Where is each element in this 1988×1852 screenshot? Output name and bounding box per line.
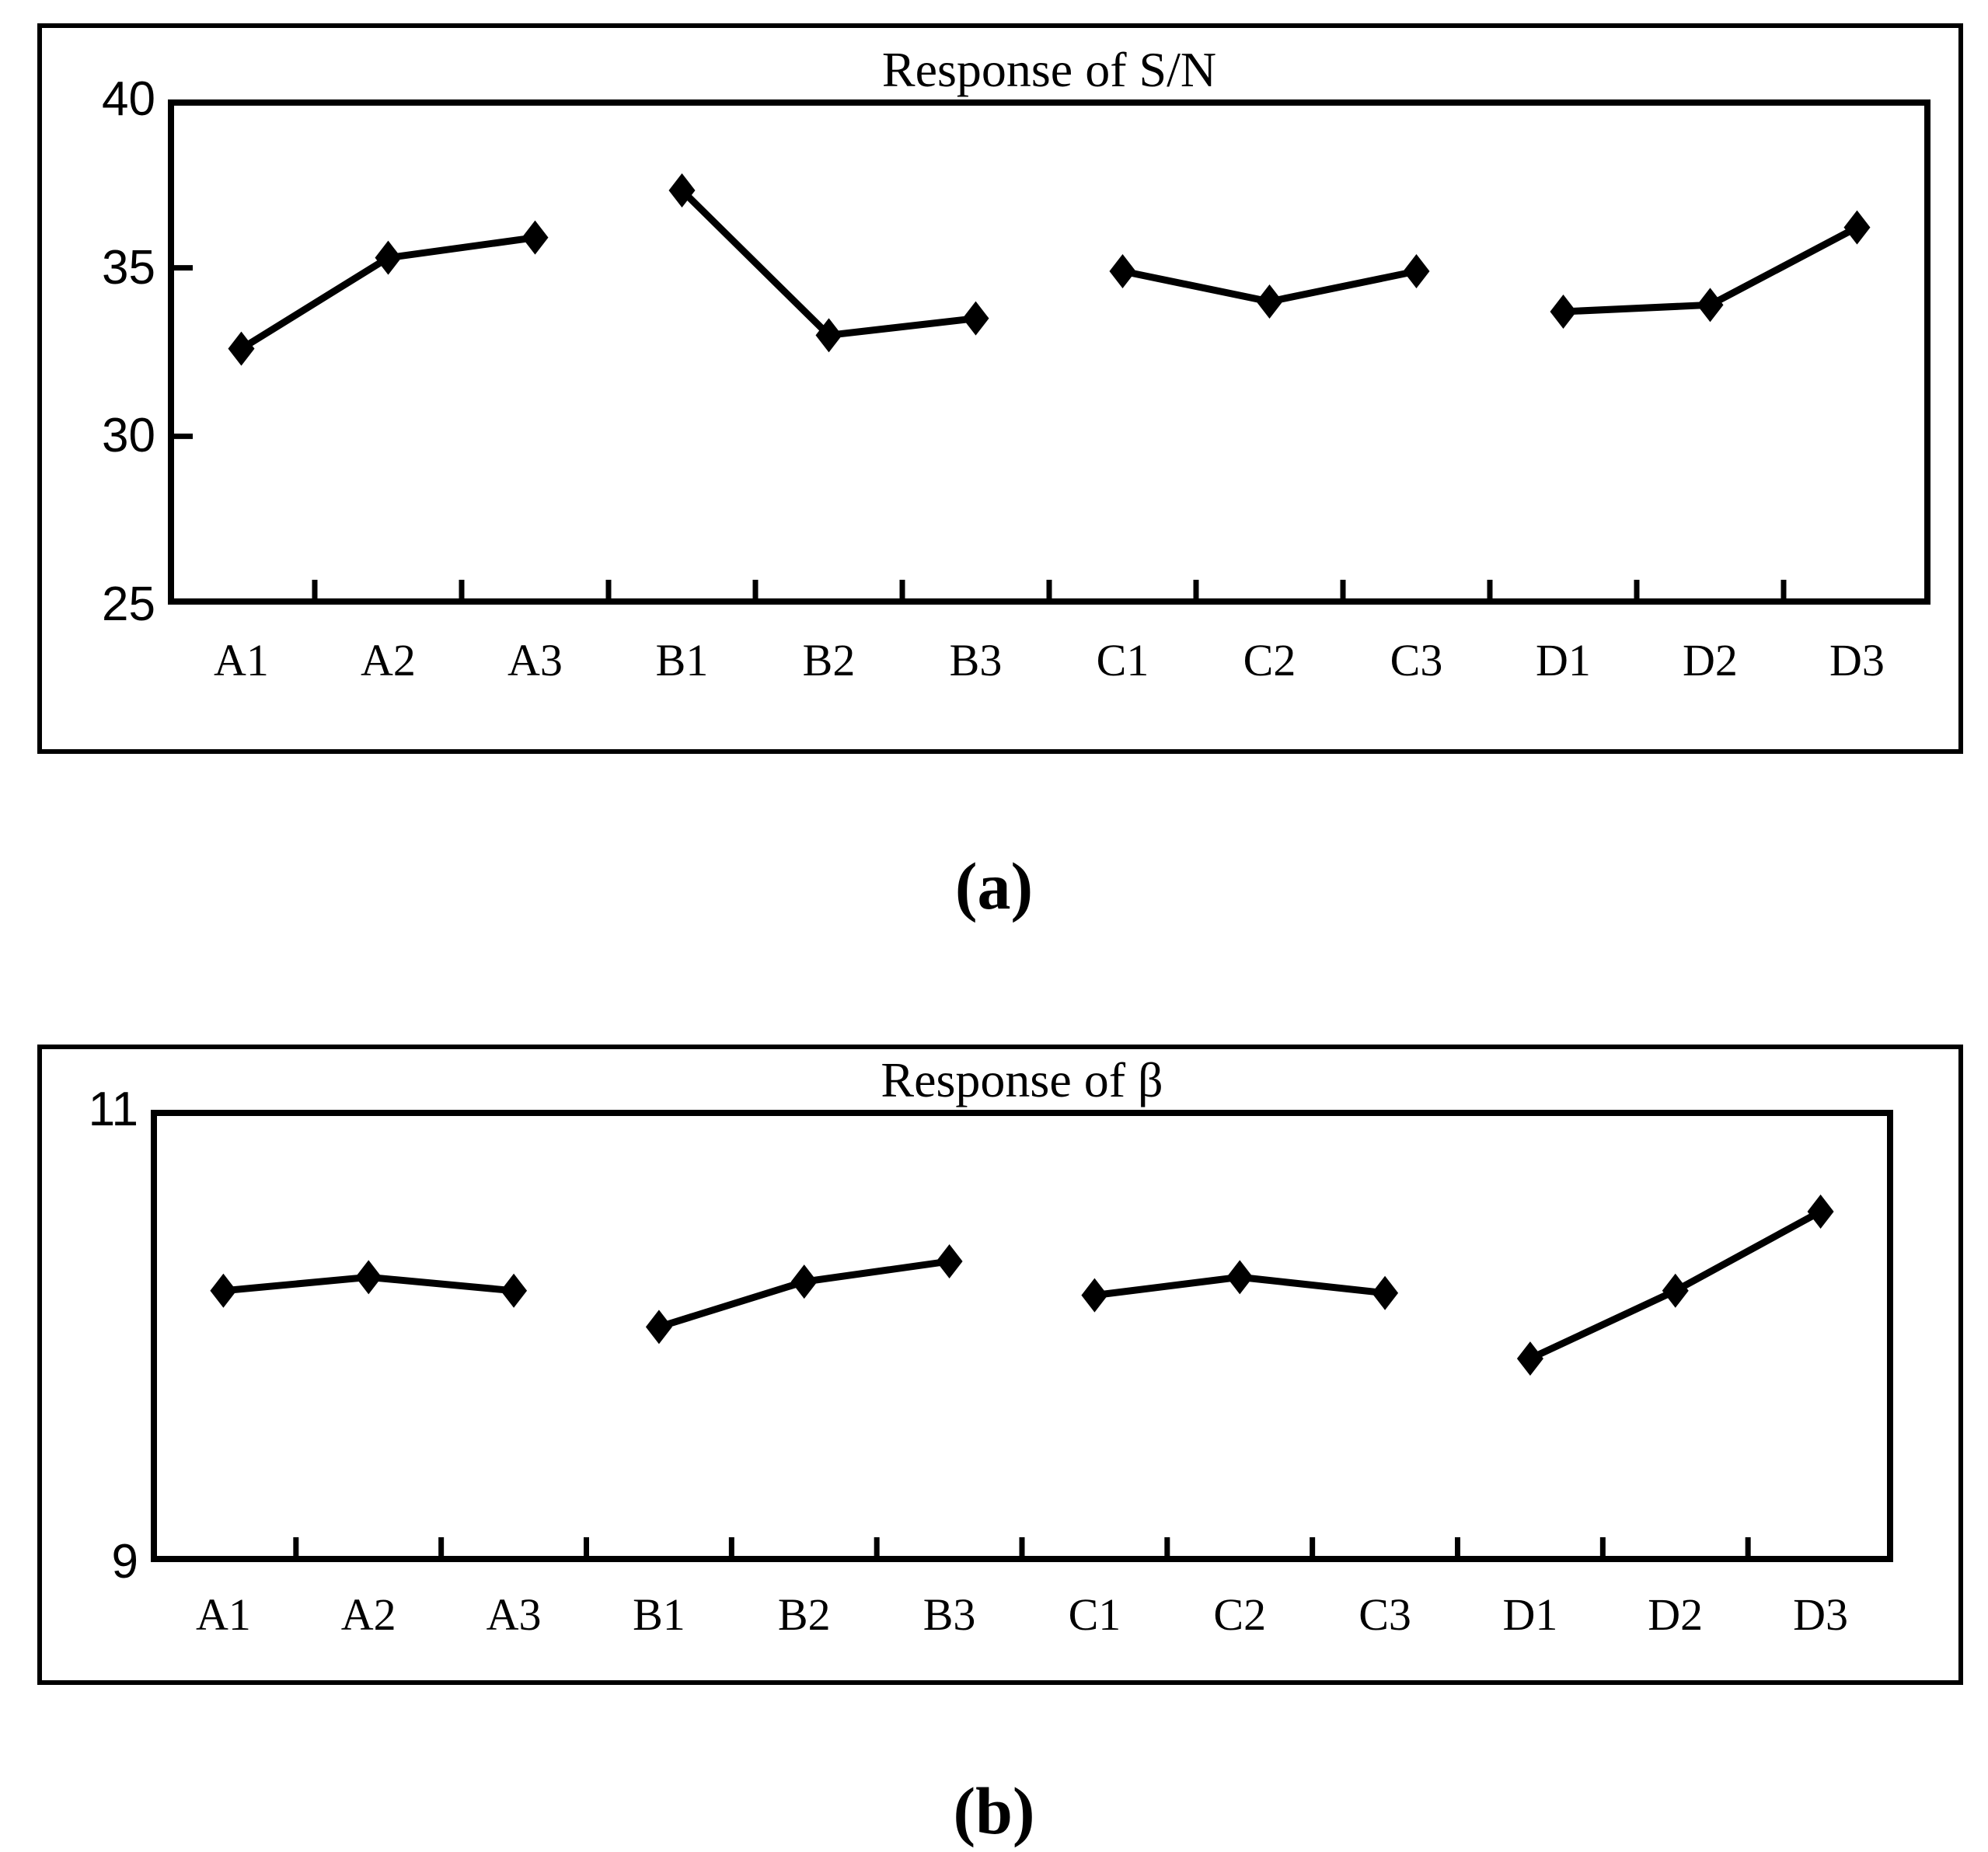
chart-beta-plot-area bbox=[151, 1110, 1893, 1562]
chart-sn-y-axis-labels: 40 35 30 25 bbox=[42, 72, 155, 631]
x-tick-label: C3 bbox=[1390, 635, 1443, 685]
chart-response-beta: Response of β 11 9 A1 A2 A3 B1 B2 B3 C1 C2 C3 D1 D2… bbox=[37, 1045, 1963, 1685]
diamond-marker bbox=[815, 318, 842, 353]
diamond-marker bbox=[210, 1273, 237, 1308]
diamond-marker bbox=[1372, 1275, 1399, 1310]
diamond-marker bbox=[228, 331, 255, 366]
y-tick-label: 30 bbox=[102, 409, 155, 463]
diamond-marker bbox=[645, 1310, 672, 1345]
diamond-marker bbox=[1403, 254, 1430, 288]
x-tick-label: B3 bbox=[949, 635, 1003, 685]
diamond-marker bbox=[1550, 295, 1577, 329]
x-tick-label: B1 bbox=[633, 1589, 685, 1640]
y-tick-label: 40 bbox=[102, 72, 155, 126]
chart-beta-y-axis-labels: 11 9 bbox=[42, 1083, 138, 1589]
diamond-marker bbox=[936, 1243, 963, 1278]
diamond-marker bbox=[1843, 210, 1871, 245]
chart-sn-title: Response of S/N bbox=[881, 42, 1217, 97]
chart-sn-plot-area bbox=[168, 99, 1930, 605]
x-tick-label: D3 bbox=[1829, 635, 1885, 685]
x-tick-label: C1 bbox=[1068, 1589, 1121, 1640]
diamond-marker bbox=[668, 173, 696, 208]
series-line-B bbox=[679, 187, 977, 340]
x-tick-label: B3 bbox=[923, 1589, 976, 1640]
x-tick-label: B2 bbox=[777, 1589, 831, 1640]
x-tick-label: C2 bbox=[1213, 1589, 1267, 1640]
x-tick-label: C1 bbox=[1096, 635, 1149, 685]
diamond-marker bbox=[1697, 288, 1724, 323]
diamond-marker bbox=[1109, 254, 1136, 288]
x-tick-label: D3 bbox=[1793, 1589, 1849, 1640]
x-tick-label: D2 bbox=[1648, 1589, 1704, 1640]
panel-caption-b: (b) bbox=[953, 1774, 1035, 1848]
diamond-marker bbox=[521, 220, 549, 255]
diamond-marker bbox=[500, 1273, 528, 1308]
y-tick-label: 9 bbox=[111, 1535, 138, 1589]
x-tick-label: A1 bbox=[195, 1589, 251, 1640]
diamond-marker bbox=[355, 1260, 382, 1295]
panel-caption-a: (a) bbox=[954, 849, 1034, 923]
diamond-marker bbox=[1081, 1278, 1108, 1313]
x-tick-label: D1 bbox=[1502, 1589, 1558, 1640]
x-tick-label: C3 bbox=[1358, 1589, 1411, 1640]
x-tick-label: A1 bbox=[214, 635, 269, 685]
diamond-marker bbox=[375, 240, 402, 275]
chart-beta-title: Response of β bbox=[881, 1052, 1163, 1107]
diamond-marker bbox=[1662, 1273, 1689, 1308]
y-tick-label: 35 bbox=[102, 240, 155, 295]
diamond-marker bbox=[1516, 1341, 1543, 1376]
x-tick-label: D1 bbox=[1536, 635, 1591, 685]
plot-border bbox=[168, 99, 1930, 605]
y-tick-label: 11 bbox=[88, 1083, 138, 1136]
x-tick-label: A2 bbox=[361, 635, 416, 685]
x-tick-label: D2 bbox=[1683, 635, 1738, 685]
plot-border bbox=[151, 1110, 1893, 1562]
diamond-marker bbox=[1256, 284, 1283, 319]
diamond-marker bbox=[1807, 1194, 1834, 1229]
chart-sn-x-axis-labels: A1 A2 A3 B1 B2 B3 C1 C2 C3 D1 D2 D3 bbox=[168, 633, 1930, 696]
x-tick-label: B2 bbox=[802, 635, 856, 685]
x-tick-label: A3 bbox=[486, 1589, 542, 1640]
diamond-marker bbox=[790, 1264, 818, 1299]
y-tick-label: 25 bbox=[102, 577, 155, 631]
diamond-marker bbox=[1226, 1260, 1254, 1295]
x-tick-label: B1 bbox=[655, 635, 709, 685]
x-tick-label: C2 bbox=[1243, 635, 1296, 685]
chart-response-sn: Response of S/N 40 35 30 25 A1 A2 A3 B1 B2 B3 C1 C… bbox=[37, 23, 1963, 754]
chart-beta-x-axis-labels: A1 A2 A3 B1 B2 B3 C1 C2 C3 D1 D2 D3 bbox=[151, 1588, 1893, 1650]
diamond-marker bbox=[962, 301, 989, 336]
x-tick-label: A3 bbox=[507, 635, 563, 685]
x-tick-label: A2 bbox=[340, 1589, 396, 1640]
